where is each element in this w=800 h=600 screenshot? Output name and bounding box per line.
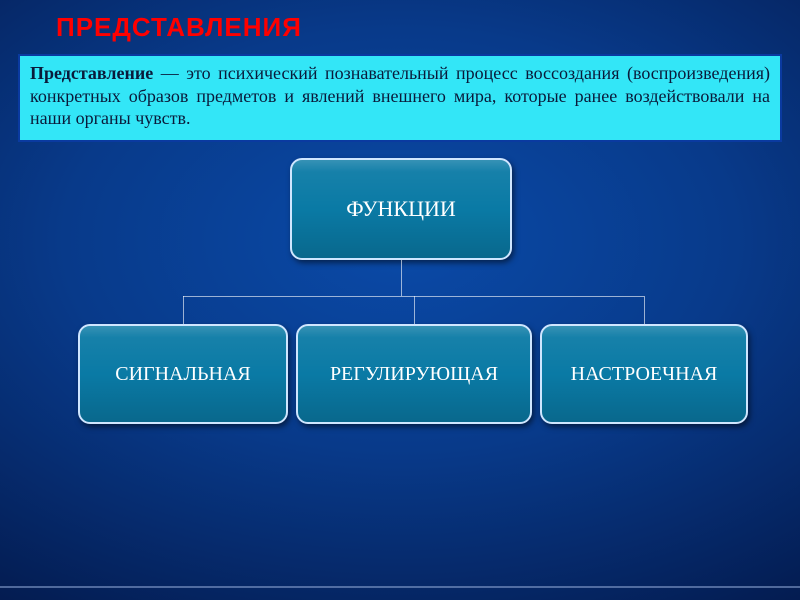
definition-term: Представление — [30, 63, 153, 83]
connector — [183, 296, 184, 324]
node-child: СИГНАЛЬНАЯ — [78, 324, 288, 424]
connector — [414, 296, 415, 324]
connector — [644, 296, 645, 324]
node-child: РЕГУЛИРУЮЩАЯ — [296, 324, 532, 424]
node-parent: ФУНКЦИИ — [290, 158, 512, 260]
definition-box: Представление — это психический познават… — [18, 54, 782, 142]
node-child: НАСТРОЕЧНАЯ — [540, 324, 748, 424]
slide-title: ПРЕДСТАВЛЕНИЯ — [56, 12, 302, 43]
footer-divider — [0, 586, 800, 588]
connector — [401, 260, 402, 296]
